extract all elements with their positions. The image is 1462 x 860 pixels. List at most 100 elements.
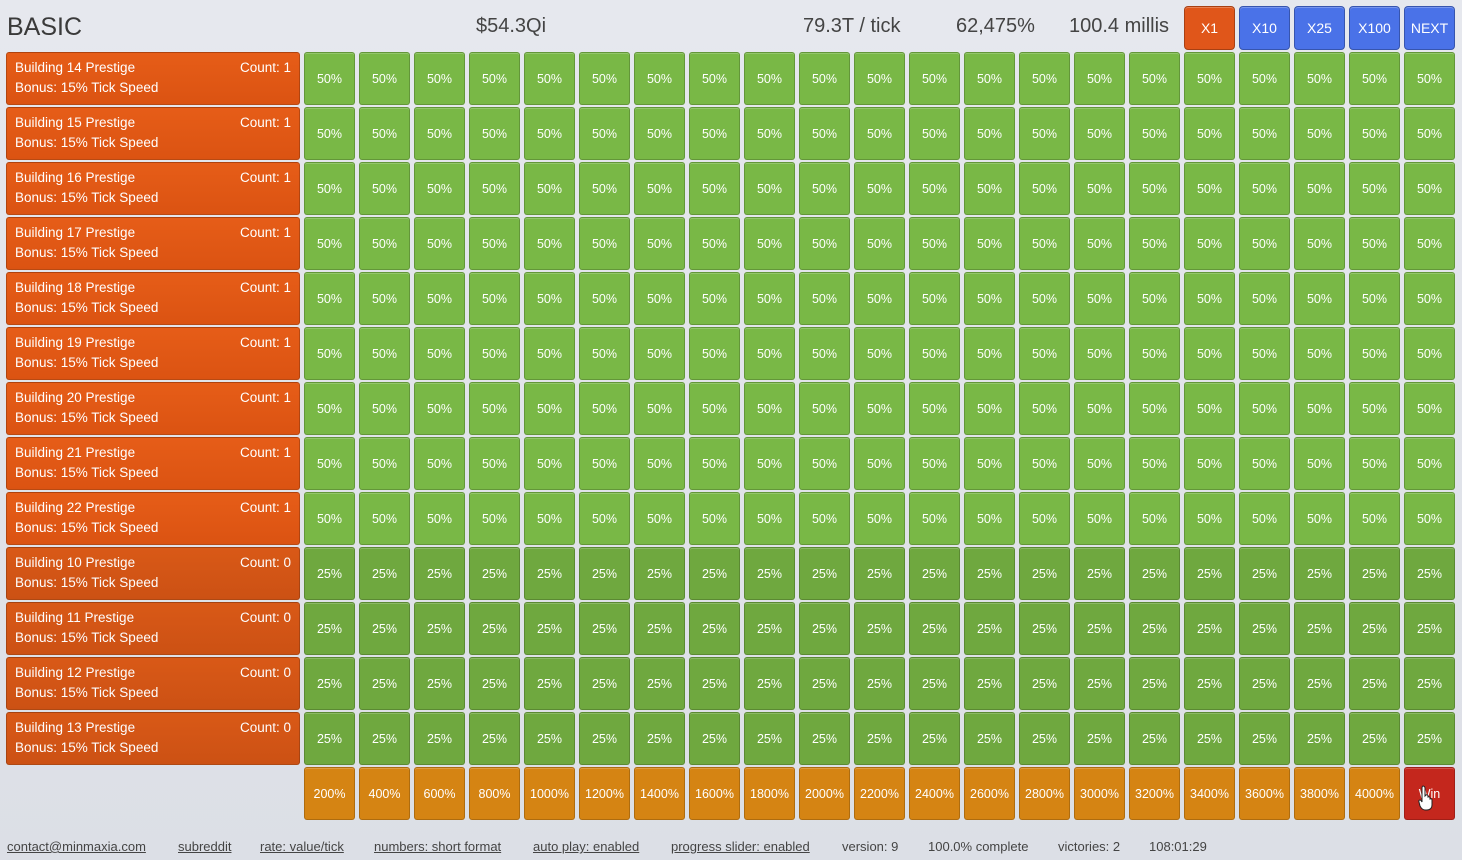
upgrade-cell[interactable]: 25% [579,657,630,710]
building-card[interactable]: Building 14 Prestige Count: 1 Bonus: 15% T… [6,52,300,105]
upgrade-cell[interactable]: 50% [1404,162,1455,215]
upgrade-cell[interactable]: 50% [1349,437,1400,490]
upgrade-cell[interactable]: 50% [1294,107,1345,160]
upgrade-cell[interactable]: 50% [744,107,795,160]
building-card[interactable]: Building 18 Prestige Count: 1 Bonus: 15% T… [6,272,300,325]
upgrade-cell[interactable]: 50% [469,217,520,270]
upgrade-cell[interactable]: 50% [909,107,960,160]
upgrade-cell[interactable]: 25% [359,657,410,710]
upgrade-cell[interactable]: 50% [634,162,685,215]
upgrade-cell[interactable]: 25% [1129,657,1180,710]
upgrade-cell[interactable]: 50% [1404,52,1455,105]
upgrade-cell[interactable]: 50% [854,52,905,105]
upgrade-cell[interactable]: 25% [304,657,355,710]
upgrade-cell[interactable]: 50% [1404,217,1455,270]
upgrade-cell[interactable]: 50% [1184,327,1235,380]
upgrade-cell[interactable]: 25% [799,547,850,600]
building-card[interactable]: Building 13 Prestige Count: 0 Bonus: 15% T… [6,712,300,765]
building-card[interactable]: Building 12 Prestige Count: 0 Bonus: 15% T… [6,657,300,710]
column-bonus-cell[interactable]: 3800% [1294,767,1345,820]
building-card[interactable]: Building 19 Prestige Count: 1 Bonus: 15% T… [6,327,300,380]
column-bonus-cell[interactable]: 3000% [1074,767,1125,820]
upgrade-cell[interactable]: 25% [1184,547,1235,600]
upgrade-cell[interactable]: 50% [1184,52,1235,105]
upgrade-cell[interactable]: 50% [744,437,795,490]
upgrade-cell[interactable]: 50% [744,52,795,105]
upgrade-cell[interactable]: 50% [1349,217,1400,270]
upgrade-cell[interactable]: 50% [1074,52,1125,105]
upgrade-cell[interactable]: 50% [799,52,850,105]
upgrade-cell[interactable]: 50% [524,327,575,380]
upgrade-cell[interactable]: 50% [909,492,960,545]
upgrade-cell[interactable]: 25% [359,712,410,765]
upgrade-cell[interactable]: 50% [1349,162,1400,215]
upgrade-cell[interactable]: 50% [1239,382,1290,435]
upgrade-cell[interactable]: 50% [909,382,960,435]
upgrade-cell[interactable]: 50% [1184,437,1235,490]
upgrade-cell[interactable]: 25% [1349,602,1400,655]
upgrade-cell[interactable]: 50% [304,107,355,160]
upgrade-cell[interactable]: 25% [689,712,740,765]
upgrade-cell[interactable]: 50% [579,162,630,215]
upgrade-cell[interactable]: 50% [579,492,630,545]
upgrade-cell[interactable]: 25% [634,657,685,710]
contact-link[interactable]: contact@minmaxia.com [7,839,146,854]
upgrade-cell[interactable]: 50% [1404,272,1455,325]
upgrade-cell[interactable]: 50% [1294,327,1345,380]
upgrade-cell[interactable]: 25% [359,602,410,655]
upgrade-cell[interactable]: 50% [414,52,465,105]
upgrade-cell[interactable]: 50% [1294,437,1345,490]
upgrade-cell[interactable]: 50% [304,52,355,105]
upgrade-cell[interactable]: 50% [634,217,685,270]
upgrade-cell[interactable]: 25% [689,602,740,655]
upgrade-cell[interactable]: 50% [909,217,960,270]
upgrade-cell[interactable]: 50% [854,382,905,435]
upgrade-cell[interactable]: 25% [634,602,685,655]
multiplier-next-button[interactable]: NEXT [1404,6,1455,50]
upgrade-cell[interactable]: 25% [524,657,575,710]
upgrade-cell[interactable]: 50% [414,437,465,490]
progress-slider-link[interactable]: progress slider: enabled [671,839,810,854]
upgrade-cell[interactable]: 50% [689,437,740,490]
upgrade-cell[interactable]: 50% [964,52,1015,105]
upgrade-cell[interactable]: 50% [304,492,355,545]
upgrade-cell[interactable]: 50% [1019,162,1070,215]
upgrade-cell[interactable]: 25% [1184,712,1235,765]
upgrade-cell[interactable]: 50% [469,52,520,105]
upgrade-cell[interactable]: 50% [854,327,905,380]
column-bonus-cell[interactable]: 1000% [524,767,575,820]
upgrade-cell[interactable]: 25% [1404,547,1455,600]
upgrade-cell[interactable]: 50% [524,492,575,545]
upgrade-cell[interactable]: 50% [854,162,905,215]
upgrade-cell[interactable]: 50% [689,52,740,105]
upgrade-cell[interactable]: 25% [744,657,795,710]
column-bonus-cell[interactable]: 3200% [1129,767,1180,820]
upgrade-cell[interactable]: 25% [359,547,410,600]
upgrade-cell[interactable]: 25% [744,712,795,765]
upgrade-cell[interactable]: 25% [1349,547,1400,600]
column-bonus-cell[interactable]: 3400% [1184,767,1235,820]
upgrade-cell[interactable]: 25% [1019,547,1070,600]
building-card[interactable]: Building 16 Prestige Count: 1 Bonus: 15% T… [6,162,300,215]
upgrade-cell[interactable]: 50% [744,162,795,215]
upgrade-cell[interactable]: 50% [909,52,960,105]
upgrade-cell[interactable]: 50% [1019,52,1070,105]
upgrade-cell[interactable]: 50% [469,492,520,545]
upgrade-cell[interactable]: 50% [964,217,1015,270]
column-bonus-cell[interactable]: 1800% [744,767,795,820]
rate-toggle-link[interactable]: rate: value/tick [260,839,344,854]
subreddit-link[interactable]: subreddit [178,839,232,854]
upgrade-cell[interactable]: 25% [414,547,465,600]
upgrade-cell[interactable]: 50% [799,382,850,435]
upgrade-cell[interactable]: 50% [304,437,355,490]
upgrade-cell[interactable]: 50% [1239,437,1290,490]
upgrade-cell[interactable]: 50% [854,107,905,160]
upgrade-cell[interactable]: 50% [1184,492,1235,545]
upgrade-cell[interactable]: 50% [1129,107,1180,160]
upgrade-cell[interactable]: 50% [1019,272,1070,325]
upgrade-cell[interactable]: 50% [854,437,905,490]
upgrade-cell[interactable]: 25% [689,657,740,710]
upgrade-cell[interactable]: 50% [1019,437,1070,490]
upgrade-cell[interactable]: 50% [524,162,575,215]
upgrade-cell[interactable]: 25% [1129,602,1180,655]
